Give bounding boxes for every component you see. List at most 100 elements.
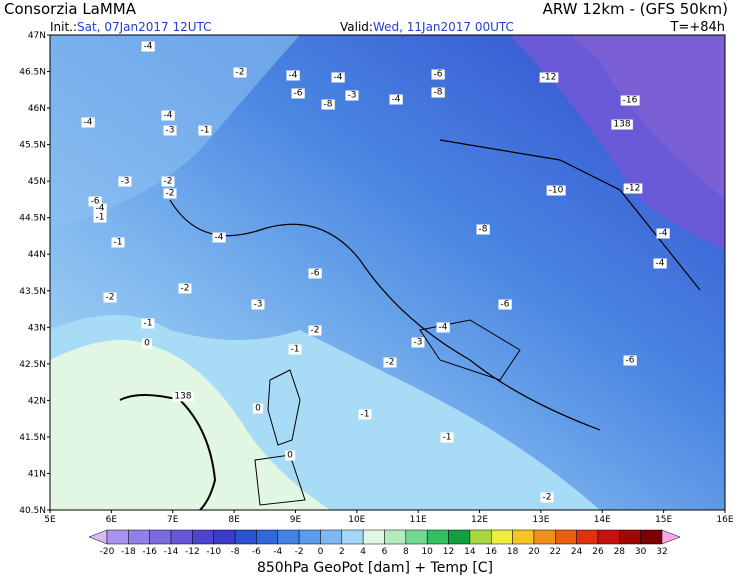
- label-box: [88, 196, 102, 207]
- contour-value: -6: [311, 269, 320, 279]
- contour-value: -4: [96, 204, 105, 214]
- label-box: [653, 258, 667, 269]
- label-box: [111, 237, 125, 248]
- lon-label: 5E: [44, 515, 56, 525]
- colorbar-cell: [469, 529, 492, 545]
- colorbar: -20 -18 -16 -14 -12 -10 -8 -6 -4 -2 0 2 4 6 8 10 12 14 16 1…: [88, 529, 681, 557]
- contour-label: -3: [251, 299, 265, 310]
- label-box: [411, 337, 425, 348]
- contour-value: 138: [174, 392, 191, 402]
- colorbar-cell: [555, 529, 577, 545]
- contour-value: -12: [542, 73, 557, 83]
- colorbar-cell: [192, 529, 214, 545]
- label-box: [345, 90, 359, 101]
- contour-value: -6: [91, 197, 100, 207]
- contour-label: -12: [539, 72, 559, 83]
- colorbar-cell: [170, 529, 193, 545]
- model-title: ARW 12km - (GFS 50km): [543, 0, 728, 18]
- contour-value: -2: [106, 293, 115, 303]
- colorbar-cell: [619, 529, 641, 545]
- lon-label: 11E: [410, 515, 427, 525]
- colorbar-cell: [576, 529, 599, 545]
- label-box: [611, 119, 633, 130]
- lon-label: 8E: [228, 515, 240, 525]
- lat-label: 45N: [28, 177, 46, 187]
- colorbar-label: -10: [206, 547, 221, 557]
- init-label: Init.:Sat, 07Jan2017 12UTC: [50, 20, 212, 34]
- lon-label: 6E: [106, 515, 118, 525]
- contour-label: -1: [358, 409, 372, 420]
- colorbar-label: -14: [164, 547, 179, 557]
- label-box: [291, 88, 305, 99]
- contour-label: -6: [431, 69, 445, 80]
- contour-label: -2: [233, 67, 247, 78]
- org-title: Consorzia LaMMA: [4, 0, 137, 18]
- contour-label: -8: [321, 99, 335, 110]
- lon-label: 16E: [716, 515, 733, 525]
- lat-label: 41.5N: [19, 433, 46, 443]
- colorbar-cell: [533, 529, 556, 545]
- contour-value: -2: [311, 326, 320, 336]
- contour-label: -4: [653, 258, 667, 269]
- lat-label: 42N: [28, 396, 46, 406]
- colorbar-label: 20: [528, 547, 540, 557]
- label-box: [141, 318, 155, 329]
- colorbar-cell: [512, 529, 535, 545]
- contour-value: -2: [236, 68, 245, 78]
- label-box: [286, 70, 300, 81]
- contour-labels: -4-2 -4 -4 -6 -12-6 -3-8 -4-8-16-4-4-3 -1138-3-…: [81, 41, 670, 503]
- colorbar-label: -4: [273, 547, 282, 557]
- label-box: [178, 283, 192, 294]
- contour-value: -4: [392, 95, 401, 105]
- label-box: [440, 432, 454, 443]
- contour-label: -2: [161, 176, 175, 187]
- contour-label: -4: [331, 72, 345, 83]
- label-box: [142, 338, 153, 349]
- axes: 47N 46.5N 46N 45.5N 45N 44.5N 44N 43.5N 43N 42.5N…: [19, 31, 734, 525]
- lon-label: 12E: [471, 515, 488, 525]
- contour-label: -4: [93, 203, 107, 214]
- colorbar-cell: [128, 529, 150, 545]
- label-box: [163, 188, 177, 199]
- contour-value: -3: [166, 126, 175, 136]
- label-box: [321, 99, 335, 110]
- colorbar-cell: [640, 529, 663, 545]
- init-time: Sat, 07Jan2017 12UTC: [77, 20, 211, 34]
- lat-label: 43N: [28, 323, 46, 333]
- contour-value: -6: [626, 356, 635, 366]
- colorbar-label: 22: [550, 547, 561, 557]
- contour-label: 0: [142, 338, 153, 349]
- contour-label: 0: [253, 403, 264, 414]
- contour-label: -4: [656, 228, 670, 239]
- colorbar-cell: [362, 529, 385, 545]
- contour-value: -4: [144, 42, 153, 52]
- contour-value: -2: [386, 358, 395, 368]
- contour-label: -4: [81, 117, 95, 128]
- colorbar-cell: [490, 529, 513, 545]
- contour-label: -4: [436, 322, 450, 333]
- contour-value: -4: [334, 73, 343, 83]
- label-box: [431, 69, 445, 80]
- colorbar-cell: [405, 529, 428, 545]
- colorbar-cell: [106, 529, 129, 545]
- lon-label: 9E: [290, 515, 302, 525]
- contour-label: -2: [308, 325, 322, 336]
- colorbar-arrow: [88, 529, 108, 545]
- colorbar-cell: [597, 529, 620, 545]
- contour-label: -3: [118, 176, 132, 187]
- contour-label: -6: [291, 88, 305, 99]
- contour-label: -6: [498, 299, 512, 310]
- colorbar-cell: [448, 529, 471, 545]
- valid-time: Wed, 11Jan2017 00UTC: [373, 20, 514, 34]
- colorbar-label: -20: [100, 547, 115, 557]
- contour-label: -4: [161, 110, 175, 121]
- label-box: [198, 125, 212, 136]
- colorbar-label: 12: [443, 547, 454, 557]
- colorbar-cell: [320, 529, 343, 545]
- label-box: [103, 292, 117, 303]
- lead-time: T=+84h: [669, 20, 725, 35]
- colorbar-label: -18: [121, 547, 136, 557]
- label-box: [285, 450, 296, 461]
- contour-label: -1: [198, 125, 212, 136]
- label-box: [161, 110, 175, 121]
